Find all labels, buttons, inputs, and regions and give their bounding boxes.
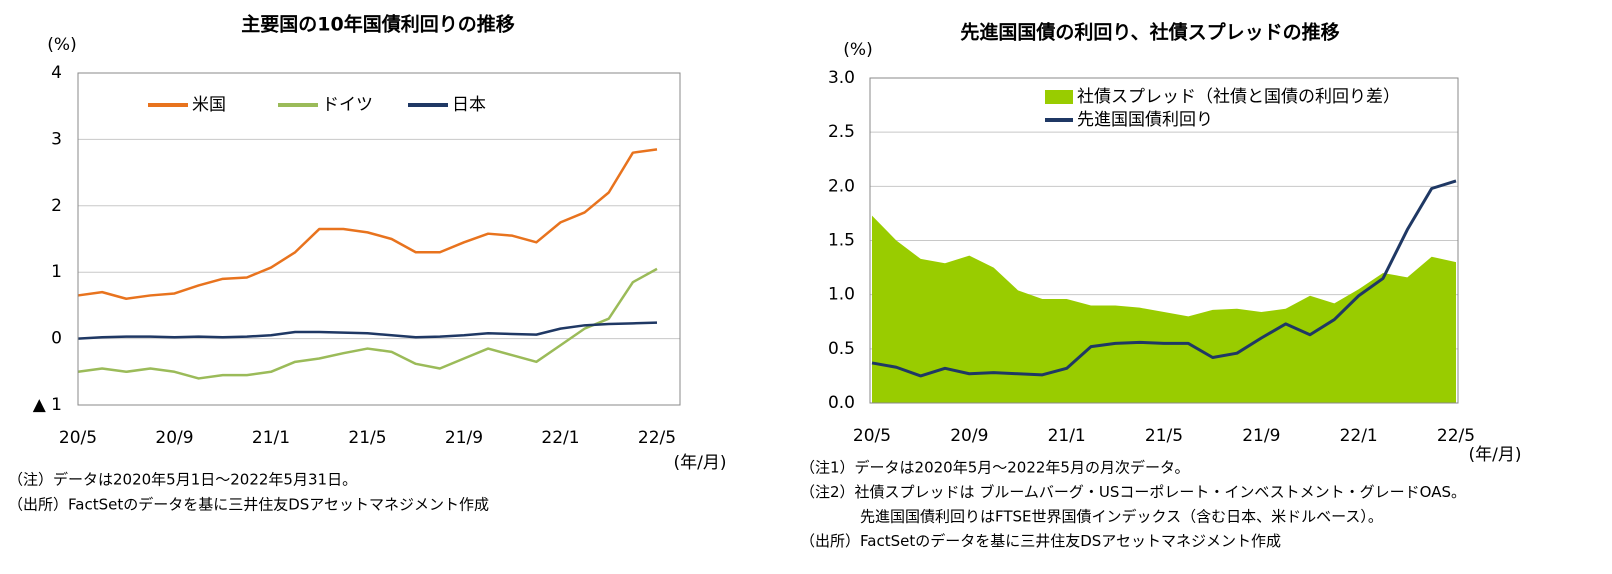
y-tick-label: 0.0 bbox=[828, 393, 855, 413]
legend-swatch bbox=[1045, 90, 1073, 104]
y-tick-label: 4 bbox=[51, 63, 62, 83]
x-tick-label: 21/5 bbox=[348, 428, 386, 448]
line bbox=[871, 179, 1457, 378]
plot-frame bbox=[869, 77, 1459, 404]
note: 先進国国債利回りはFTSE世界国債インデックス（含む日本、米ドルベース）。 bbox=[800, 508, 1383, 526]
chart-title: 主要国の10年国債利回りの推移 bbox=[241, 13, 514, 36]
legend-label: 先進国国債利回り bbox=[1077, 110, 1213, 130]
plot-frame bbox=[77, 72, 681, 406]
x-tick-label: 21/9 bbox=[445, 428, 483, 448]
x-tick-label: 20/9 bbox=[950, 426, 988, 446]
line bbox=[77, 321, 658, 340]
x-axis-label: (年/月) bbox=[1469, 445, 1522, 465]
note: （出所）FactSetのデータを基に三井住友DSアセットマネジメント作成 bbox=[800, 532, 1281, 550]
note: （注2）社債スプレッドは ブルームバーグ・USコーポレート・インベストメント・グ… bbox=[800, 483, 1466, 501]
legend-label: 米国 bbox=[192, 95, 226, 115]
note: （注1）データは2020年5月～2022年5月の月次データ。 bbox=[800, 459, 1190, 477]
line bbox=[77, 148, 658, 301]
legend-label: 社債スプレッド（社債と国債の利回り差） bbox=[1077, 87, 1400, 107]
y-tick-label: 3 bbox=[51, 129, 62, 149]
y-tick-label: 3.0 bbox=[828, 68, 855, 88]
y-tick-label: 0.5 bbox=[828, 339, 855, 359]
y-tick-label: 1 bbox=[51, 262, 62, 282]
x-tick-label: 21/1 bbox=[252, 428, 290, 448]
x-axis-label: (年/月) bbox=[674, 453, 727, 473]
x-tick-label: 22/5 bbox=[1437, 426, 1475, 446]
note: （注）データは2020年5月1日～2022年5月31日。 bbox=[8, 471, 357, 489]
legend-label: 日本 bbox=[452, 95, 486, 115]
chart-title: 先進国国債の利回り、社債スプレッドの推移 bbox=[960, 21, 1339, 44]
y-axis-label: (%) bbox=[843, 40, 872, 60]
y-tick-label: ▲ 1 bbox=[33, 395, 62, 415]
y-tick-label: 2 bbox=[51, 196, 62, 216]
legend-label: ドイツ bbox=[322, 95, 373, 115]
x-tick-label: 22/5 bbox=[638, 428, 676, 448]
area bbox=[872, 215, 1456, 403]
x-tick-label: 21/9 bbox=[1242, 426, 1280, 446]
note: （出所）FactSetのデータを基に三井住友DSアセットマネジメント作成 bbox=[8, 496, 489, 514]
x-tick-label: 22/1 bbox=[1340, 426, 1378, 446]
x-tick-label: 20/9 bbox=[155, 428, 193, 448]
y-tick-label: 0 bbox=[51, 329, 62, 349]
line bbox=[77, 267, 658, 380]
x-tick-label: 22/1 bbox=[541, 428, 579, 448]
x-tick-label: 20/5 bbox=[59, 428, 97, 448]
y-tick-label: 2.5 bbox=[828, 122, 855, 142]
y-tick-label: 2.0 bbox=[828, 176, 855, 196]
x-tick-label: 20/5 bbox=[853, 426, 891, 446]
x-tick-label: 21/5 bbox=[1145, 426, 1183, 446]
x-tick-label: 21/1 bbox=[1048, 426, 1086, 446]
y-tick-label: 1.5 bbox=[828, 231, 855, 251]
y-axis-label: (%) bbox=[47, 35, 76, 55]
y-tick-label: 1.0 bbox=[828, 285, 855, 305]
